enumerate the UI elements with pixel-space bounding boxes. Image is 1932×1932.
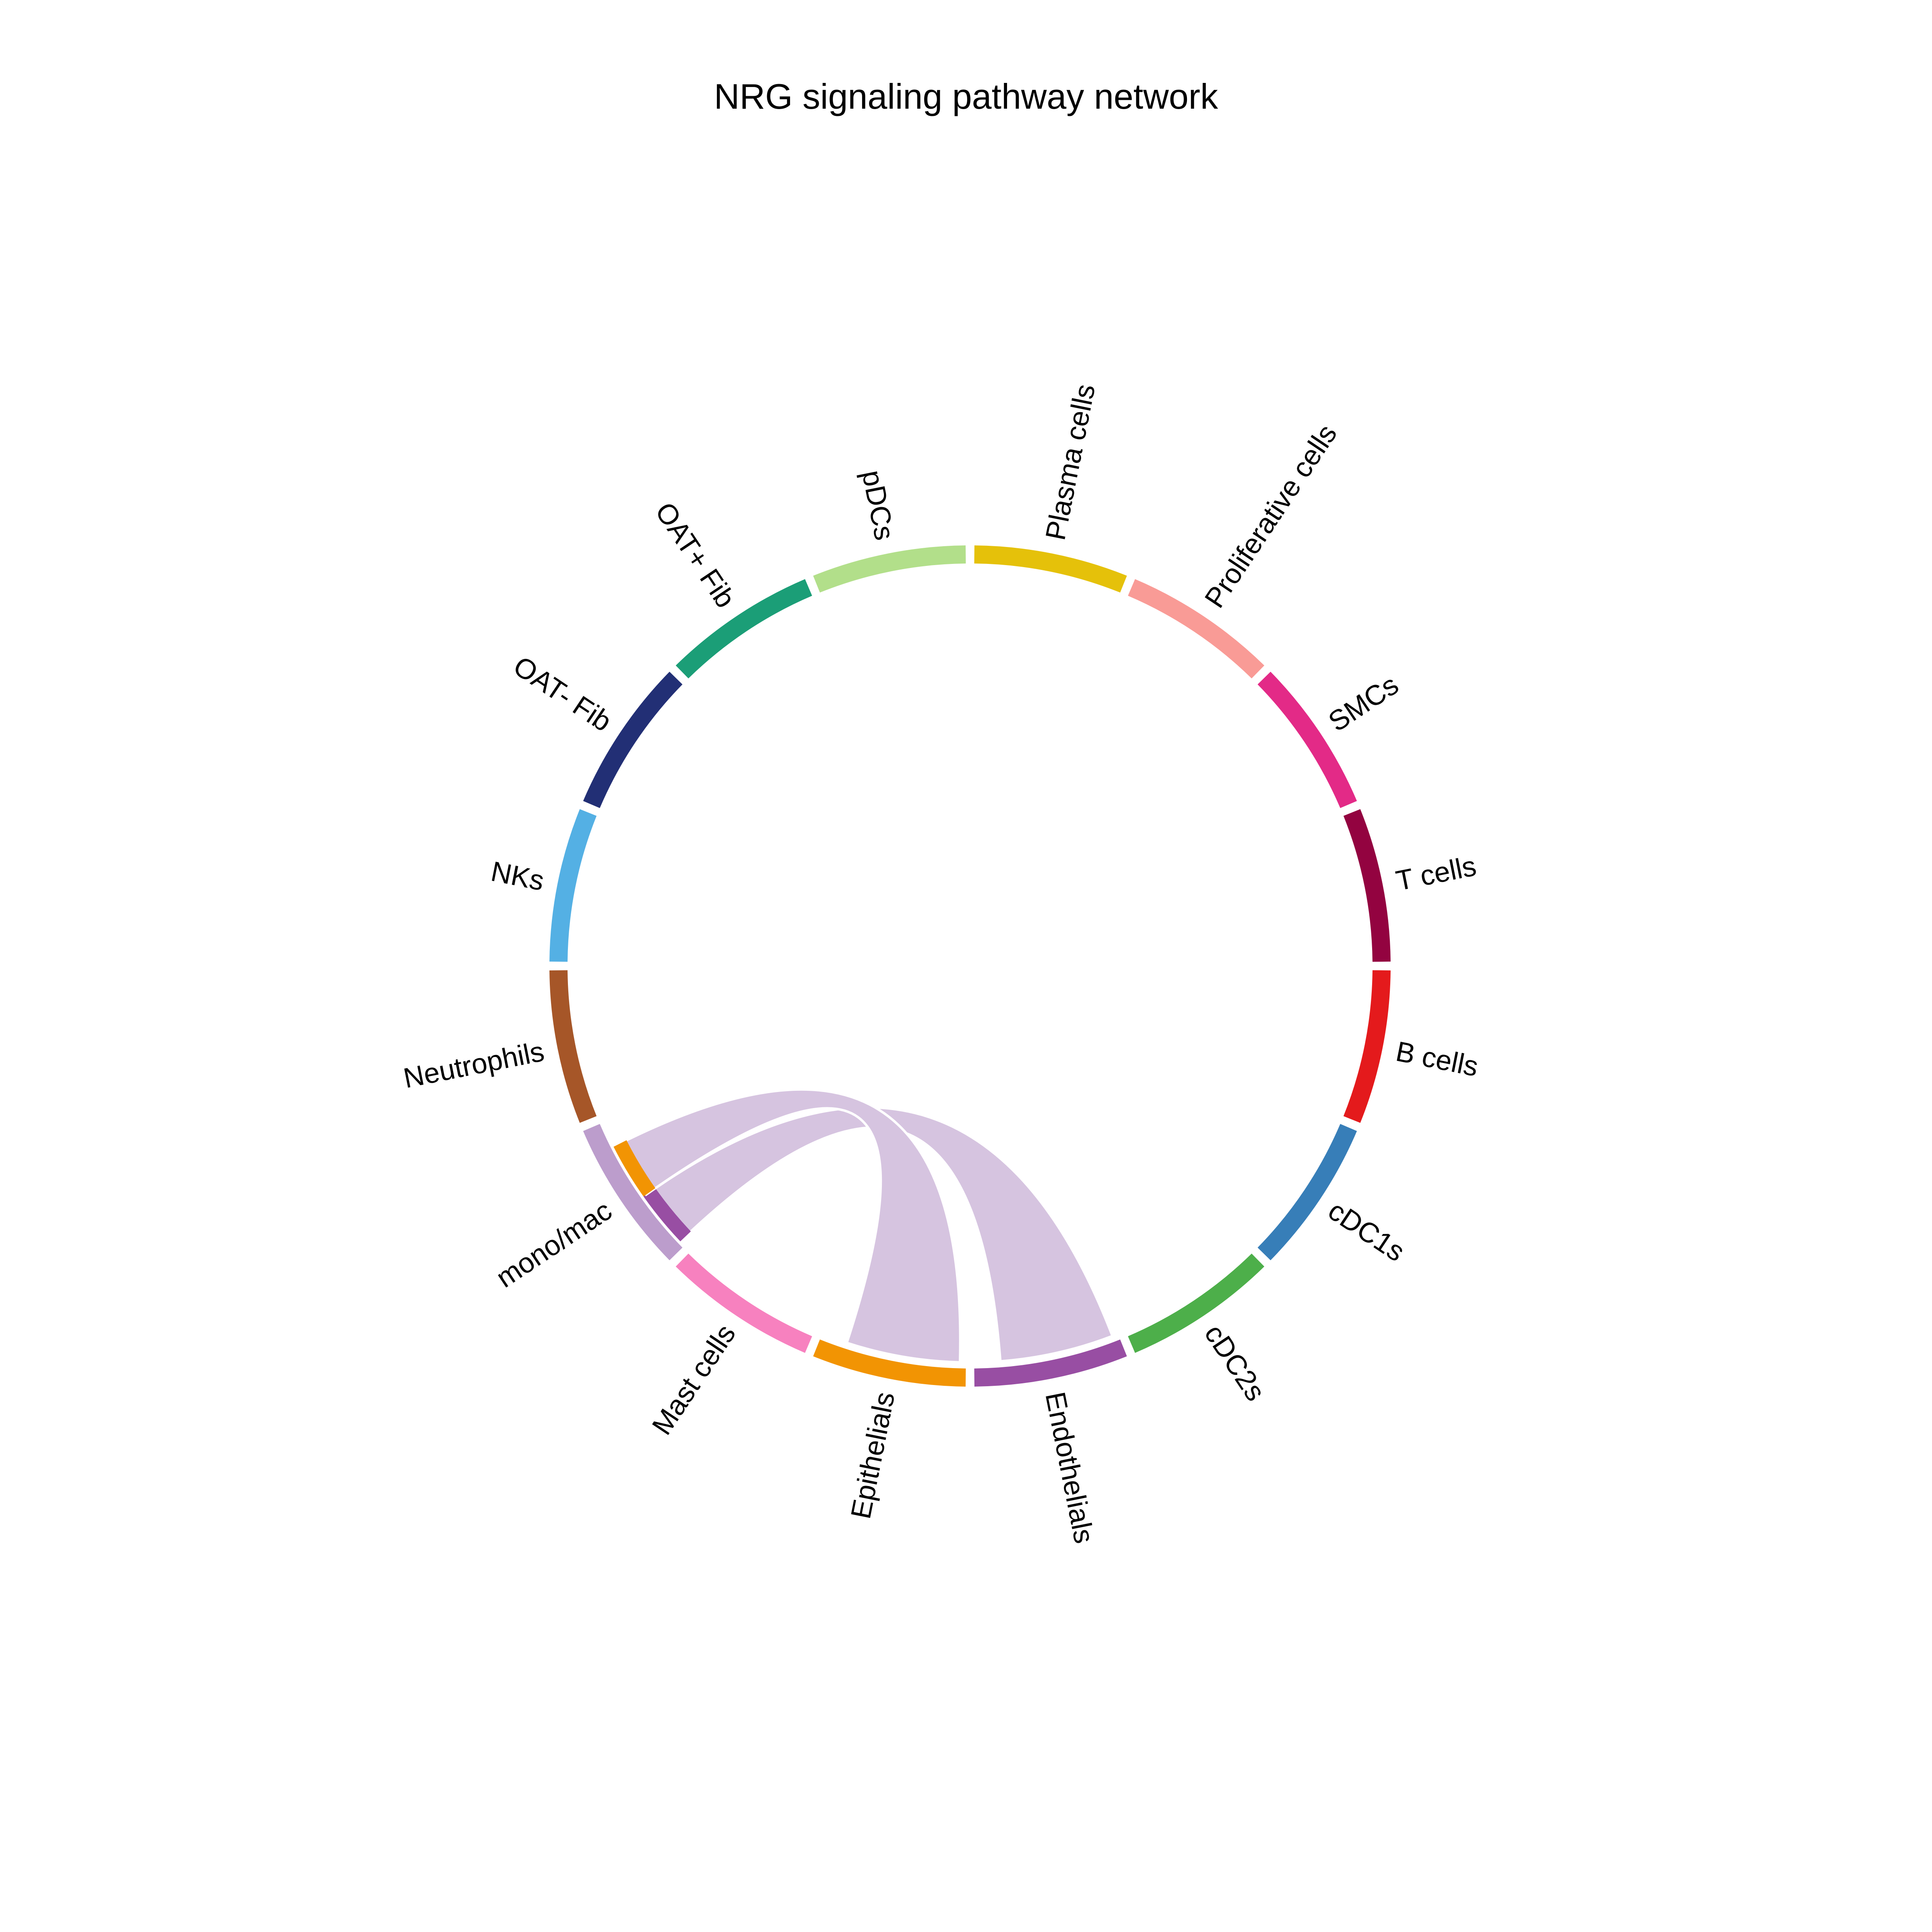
sector-label-oat-fib: OAT- Fib [508, 650, 617, 738]
chart-title: NRG signaling pathway network [714, 76, 1218, 116]
sector-label-neutrophils: Neutrophils [401, 1035, 547, 1094]
sector-label-cdc2s: cDC2s [1199, 1319, 1272, 1406]
sector-label-oat-fib: OAT+ Fib [649, 497, 741, 613]
sector-b-cells [1343, 970, 1391, 1123]
sector-endothelials [974, 1339, 1127, 1387]
sector-neutrophils [549, 970, 597, 1123]
sector-label-b-cells: B cells [1393, 1035, 1481, 1082]
sector-mono-mac [583, 1124, 683, 1261]
sector-t-cells [1343, 809, 1391, 962]
sector-proliferative-cells [1128, 579, 1265, 679]
sector-label-epithelials: Epithelials [845, 1389, 901, 1521]
sector-label-t-cells: T cells [1393, 850, 1479, 897]
sector-mast-cells [675, 1253, 812, 1353]
sector-cdc2s [1128, 1253, 1265, 1353]
sector-label-endothelials: Endothelials [1039, 1389, 1100, 1546]
sector-label-mono-mac: mono/mac [491, 1195, 617, 1294]
sector-epithelials [813, 1339, 966, 1387]
sector-nks [549, 809, 597, 962]
sector-oat-fib [583, 671, 683, 808]
sectors-group [549, 545, 1391, 1387]
sector-plasma-cells [974, 545, 1127, 593]
sector-label-plasma-cells: Plasma cells [1039, 382, 1101, 543]
sector-label-mast-cells: Mast cells [646, 1319, 742, 1440]
sector-label-smcs: SMCs [1323, 669, 1404, 738]
link-mono-mac-to-epithelials [615, 1088, 962, 1364]
sector-pdcs [813, 545, 966, 593]
link-marker-endothelials [643, 1188, 691, 1242]
sector-label-proliferative-cells: Proliferative cells [1199, 419, 1343, 613]
sector-oat-fib [675, 579, 812, 679]
links-group [613, 1088, 1114, 1364]
sector-smcs [1257, 671, 1357, 808]
sector-label-pdcs: pDCs [856, 467, 901, 543]
sector-label-nks: NKs [488, 855, 547, 896]
sector-label-cdc1s: cDC1s [1323, 1195, 1410, 1268]
sector-cdc1s [1257, 1124, 1357, 1261]
link-marker-epithelials [613, 1140, 656, 1197]
